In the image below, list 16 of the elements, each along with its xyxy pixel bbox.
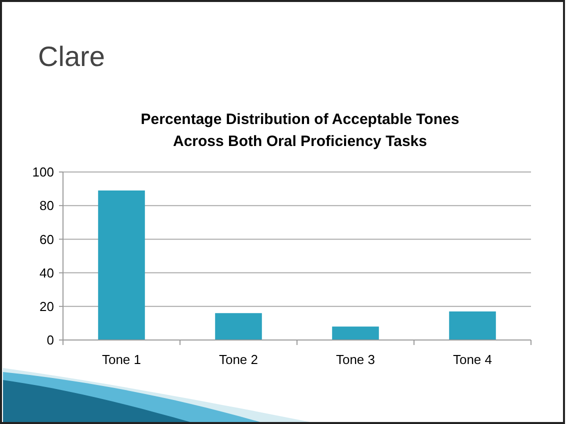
x-tick-label: Tone 1 <box>102 352 142 367</box>
y-tick-label: 80 <box>40 198 54 214</box>
bar <box>98 190 145 340</box>
bar <box>332 326 379 340</box>
x-tick-label: Tone 3 <box>336 352 376 367</box>
y-tick-label: 100 <box>32 164 54 180</box>
chart-title: Clare <box>38 41 105 72</box>
bar <box>449 311 496 340</box>
chart-subtitle: Percentage Distribution of Acceptable Tones Across Both Oral Proficiency Tasks <box>140 111 460 150</box>
x-tick-label: Tone 4 <box>452 352 492 367</box>
x-tick-label: Tone 2 <box>218 352 258 367</box>
y-tick-label: 60 <box>40 232 54 247</box>
y-tick-label: 40 <box>40 265 54 280</box>
y-tick-label: 20 <box>40 298 54 314</box>
y-tick-label: 0 <box>46 332 54 348</box>
bar <box>215 313 262 340</box>
